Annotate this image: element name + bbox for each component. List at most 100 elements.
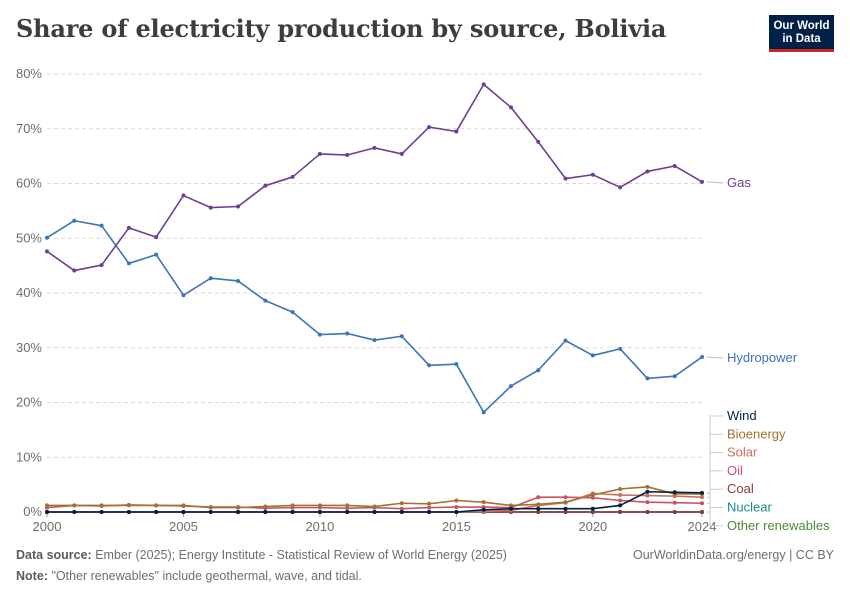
data-point xyxy=(645,376,650,381)
data-point xyxy=(427,510,432,514)
data-point xyxy=(590,493,595,498)
data-point xyxy=(672,510,677,514)
series-label-oil: Oil xyxy=(727,463,743,478)
series-label-other-renewables: Other renewables xyxy=(727,518,830,533)
y-tick-label: 10% xyxy=(16,449,42,464)
data-point xyxy=(181,510,186,514)
data-point xyxy=(208,276,213,281)
data-point xyxy=(72,510,77,514)
data-point xyxy=(72,503,77,508)
series-lines xyxy=(45,82,704,514)
data-point xyxy=(427,505,432,510)
data-point xyxy=(399,506,404,511)
data-point xyxy=(317,503,322,508)
note-text: "Other renewables" include geothermal, w… xyxy=(51,569,362,583)
data-point xyxy=(563,500,568,505)
data-point xyxy=(45,249,49,254)
data-point xyxy=(236,510,241,514)
data-point xyxy=(99,263,104,268)
data-point xyxy=(481,82,486,87)
data-point xyxy=(481,505,486,510)
y-tick-label: 20% xyxy=(16,395,42,410)
data-point xyxy=(508,503,513,508)
data-point xyxy=(618,493,623,498)
data-point xyxy=(454,498,459,503)
x-tick-label: 2010 xyxy=(305,519,334,534)
data-point xyxy=(236,278,241,283)
data-point xyxy=(700,490,704,495)
label-connector xyxy=(706,181,724,184)
data-point xyxy=(181,293,186,298)
data-source-text: Ember (2025); Energy Institute - Statist… xyxy=(95,548,507,562)
data-point xyxy=(345,503,350,508)
series-label-hydropower: Hydropower xyxy=(727,350,798,365)
data-point xyxy=(618,487,623,492)
y-tick-label: 30% xyxy=(16,340,42,355)
data-point xyxy=(399,334,404,339)
data-point xyxy=(154,510,159,514)
owid-logo[interactable]: Our World in Data xyxy=(769,15,834,52)
data-point xyxy=(454,129,459,134)
data-point xyxy=(672,490,677,495)
x-tick-label: 2024 xyxy=(688,519,717,534)
data-point xyxy=(45,510,49,514)
data-point xyxy=(99,510,104,514)
data-point xyxy=(672,500,677,505)
chart-title: Share of electricity production by sourc… xyxy=(16,14,667,43)
series-label-gas: Gas xyxy=(727,175,751,190)
data-point xyxy=(181,503,186,508)
data-point xyxy=(317,332,322,337)
logo-line-2: in Data xyxy=(782,33,821,45)
source-url[interactable]: OurWorldinData.org/energy | CC BY xyxy=(632,548,834,562)
data-point xyxy=(126,510,131,514)
data-point xyxy=(345,153,350,158)
data-point xyxy=(345,506,350,511)
label-connector xyxy=(707,415,723,494)
data-point xyxy=(290,310,295,315)
data-point xyxy=(536,139,541,144)
data-point xyxy=(154,503,159,508)
data-point xyxy=(700,510,704,514)
data-point xyxy=(563,338,568,343)
data-point xyxy=(290,174,295,179)
data-point xyxy=(536,368,541,373)
data-point xyxy=(208,205,213,210)
data-point xyxy=(45,503,49,508)
data-point xyxy=(700,179,704,184)
data-point xyxy=(536,510,541,514)
data-point xyxy=(454,510,459,514)
data-point xyxy=(263,510,268,514)
data-point xyxy=(154,235,159,240)
data-point xyxy=(399,501,404,506)
data-point xyxy=(590,172,595,177)
label-connector xyxy=(707,470,723,504)
data-point xyxy=(645,489,650,494)
data-point xyxy=(126,261,131,266)
data-point xyxy=(72,218,77,223)
data-point xyxy=(536,495,541,500)
data-point xyxy=(399,510,404,514)
data-point xyxy=(700,355,704,360)
data-point xyxy=(590,510,595,514)
data-point xyxy=(208,510,213,514)
data-point xyxy=(563,176,568,181)
data-point xyxy=(563,506,568,511)
logo-line-1: Our World xyxy=(773,20,830,32)
data-point xyxy=(590,495,595,500)
series-label-solar: Solar xyxy=(727,445,758,460)
line-chart: 0%10%20%30%40%50%60%70%80% 2000 2005 2010 2… xyxy=(16,66,830,534)
data-point xyxy=(236,505,241,510)
data-point xyxy=(508,506,513,511)
data-point xyxy=(126,503,131,508)
data-point xyxy=(72,268,77,273)
data-point xyxy=(372,338,377,343)
y-tick-label: 70% xyxy=(16,121,42,136)
data-point xyxy=(263,298,268,303)
y-tick-label: 60% xyxy=(16,176,42,191)
data-point xyxy=(563,495,568,500)
data-point xyxy=(290,503,295,508)
data-point xyxy=(536,502,541,507)
data-point xyxy=(645,493,650,498)
data-point xyxy=(181,193,186,198)
data-point xyxy=(345,510,350,514)
